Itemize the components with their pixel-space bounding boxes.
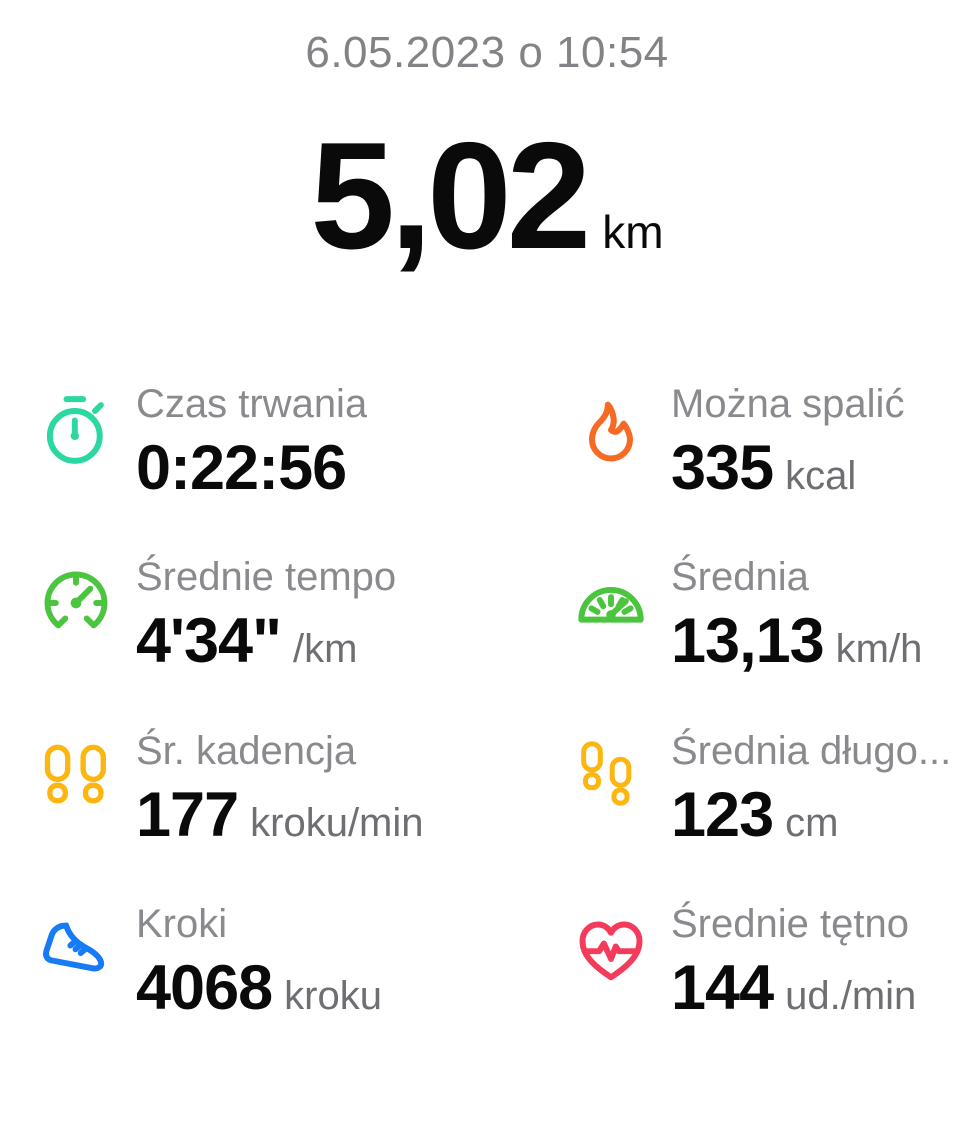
stat-value: 335 (671, 433, 774, 503)
distance-unit: km (602, 206, 664, 258)
stat-unit: kroku (284, 973, 382, 1018)
stat-label: Średnia długo... (671, 728, 952, 773)
stat-label: Można spalić (671, 382, 905, 426)
stat-unit: kroku/min (250, 800, 424, 845)
stat-value: 4'34" (136, 606, 282, 677)
workout-datetime: 6.05.2023 o 10:54 (305, 28, 669, 77)
stat-unit: cm (785, 800, 839, 845)
gauge-icon (38, 565, 114, 641)
distance-hero: 5,02 km (0, 120, 974, 272)
stat-avg-cadence: Śr. kadencja 177 kroku/min (38, 727, 573, 850)
speedometer-icon (573, 565, 649, 641)
stat-calories: Można spalić 335 kcal (573, 380, 974, 503)
stopwatch-icon (38, 392, 114, 468)
stat-value: 0:22:56 (136, 433, 347, 503)
stat-label: Kroki (136, 901, 228, 946)
footprints-staggered-icon (573, 739, 649, 815)
stats-grid: Czas trwania 0:22:56 Można spalić 335 kc… (0, 380, 974, 1023)
footprints-icon (38, 739, 114, 815)
stat-avg-stride: Średnia długo... 123 cm (573, 727, 974, 850)
flame-icon (573, 392, 649, 468)
stat-value: 123 (671, 779, 774, 850)
stat-unit: /km (292, 627, 358, 672)
stat-label: Śr. kadencja (136, 728, 357, 773)
stat-label: Średnia (671, 555, 809, 600)
distance-value: 5,02 (310, 111, 591, 281)
stat-value: 13,13 (671, 606, 825, 677)
stat-unit: kcal (785, 454, 857, 498)
stat-value: 177 (136, 779, 239, 850)
stat-label: Średnie tempo (136, 555, 397, 600)
stat-avg-heart-rate: Średnie tętno 144 ud./min (573, 900, 974, 1023)
stat-avg-speed: Średnia 13,13 km/h (573, 553, 974, 676)
stat-avg-pace: Średnie tempo 4'34" /km (38, 553, 573, 676)
stat-value: 4068 (136, 952, 273, 1023)
shoe-icon (38, 912, 114, 988)
stat-label: Średnie tętno (671, 901, 909, 946)
workout-summary-page: 6.05.2023 o 10:54 5,02 km Czas trwania 0… (0, 28, 974, 1129)
heart-pulse-icon (573, 912, 649, 988)
stat-label: Czas trwania (136, 382, 368, 426)
stat-unit: ud./min (785, 973, 917, 1018)
stat-value: 144 (671, 952, 774, 1023)
stat-duration: Czas trwania 0:22:56 (38, 380, 573, 503)
stat-unit: km/h (835, 627, 923, 672)
stat-steps: Kroki 4068 kroku (38, 900, 573, 1023)
